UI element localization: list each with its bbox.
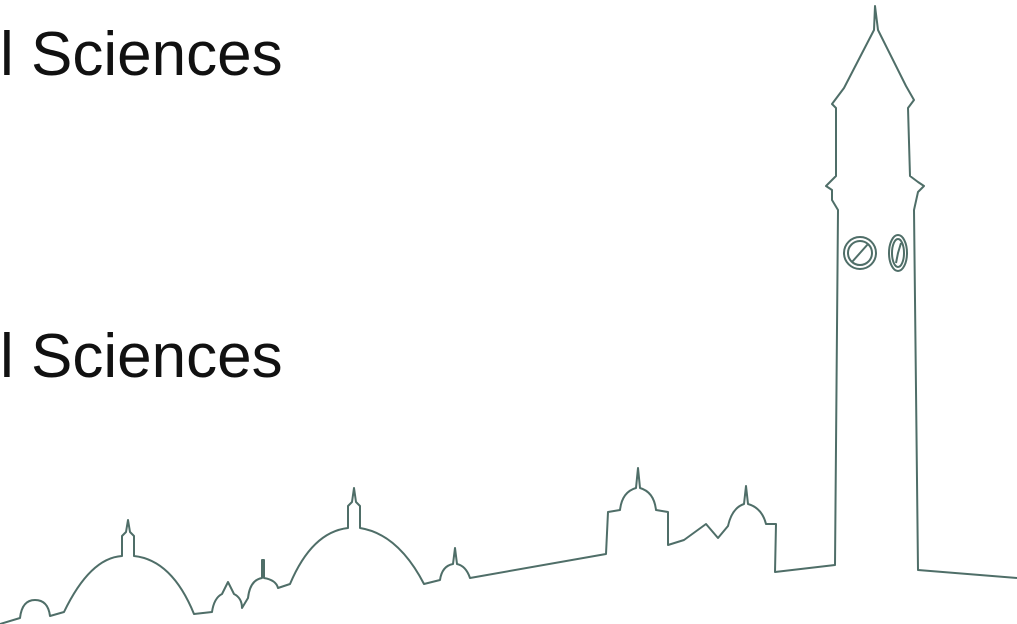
clock-hands: [851, 243, 869, 263]
title: l Sciences: [0, 20, 283, 89]
clock-hands: [895, 242, 902, 264]
clock-face: [847, 240, 873, 266]
skyline: [0, 5, 1017, 624]
subtitle: l Sciences: [0, 322, 283, 391]
clock-face: [891, 238, 905, 268]
clock-face: [888, 234, 908, 272]
clock-face: [843, 236, 877, 270]
